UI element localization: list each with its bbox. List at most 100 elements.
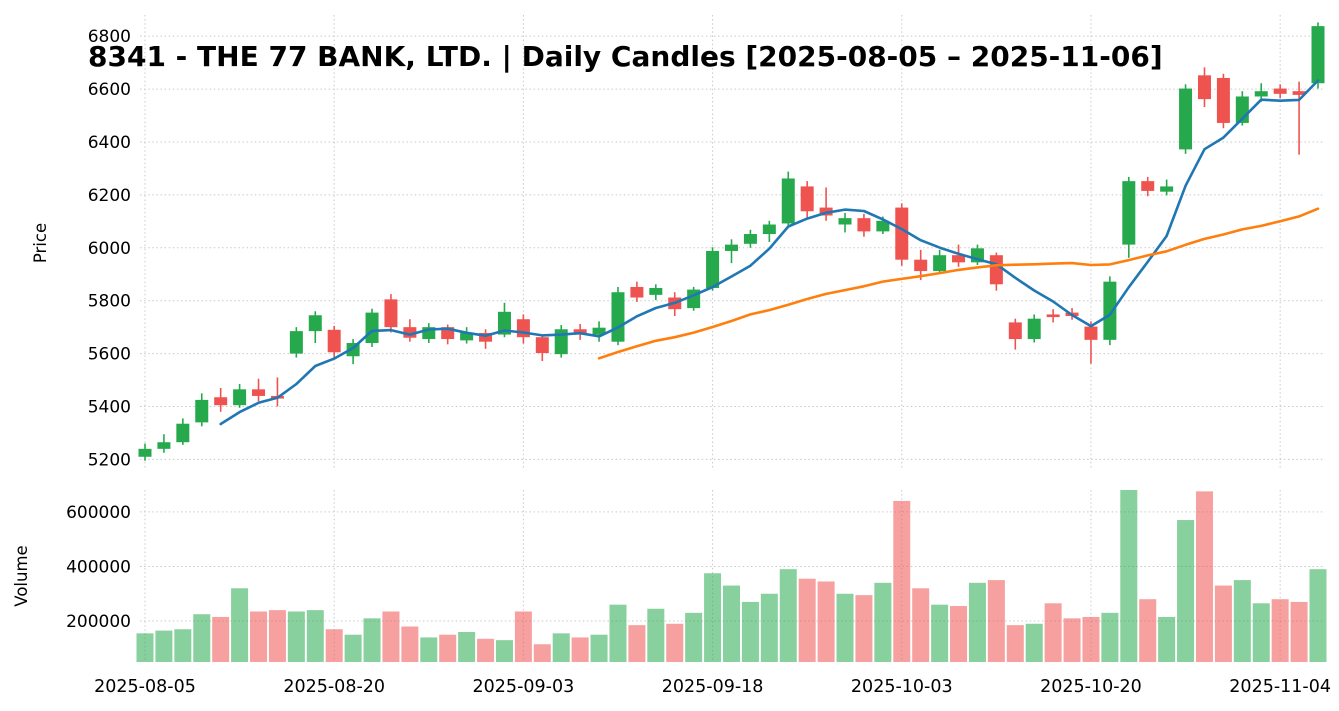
volume-bar: [609, 604, 627, 662]
candle-body: [195, 399, 209, 423]
date-tick-label: 2025-10-20: [1040, 677, 1142, 697]
candle: [706, 247, 720, 291]
volume-bar: [723, 585, 740, 662]
candle: [422, 323, 436, 344]
volume-tick-label: 400000: [66, 557, 131, 577]
volume-bar: [1120, 490, 1138, 662]
price-axis-label: Price: [31, 223, 50, 263]
candle-body: [1084, 326, 1098, 340]
candle-body: [1103, 281, 1117, 340]
candle-body: [592, 327, 606, 335]
candle: [1197, 67, 1211, 108]
volume-bar: [514, 611, 532, 662]
candle-body: [289, 331, 303, 354]
volume-tick-label: 200000: [66, 612, 131, 632]
candle: [270, 377, 284, 407]
candle: [516, 314, 530, 344]
candle-body: [327, 329, 341, 353]
volume-bar: [590, 634, 608, 662]
candle: [535, 334, 549, 362]
candle-body: [895, 207, 909, 260]
price-tick-label: 5600: [88, 345, 131, 365]
candle: [1046, 309, 1060, 323]
candle-body: [176, 423, 190, 443]
volume-axis-ticks: 200000 400000 600000: [66, 503, 131, 632]
candle: [1311, 22, 1325, 89]
volume-bar: [552, 633, 570, 662]
volume-bar: [1082, 616, 1100, 662]
candle: [1273, 84, 1287, 99]
candle-body: [989, 255, 1003, 285]
candle-body: [1141, 181, 1155, 191]
price-tick-label: 6200: [88, 186, 131, 206]
volume-bar: [1195, 491, 1213, 662]
volume-bars-group: [136, 490, 1327, 662]
volume-bar: [1252, 603, 1270, 662]
price-tick-label: 5800: [88, 292, 131, 312]
candle: [649, 284, 663, 301]
volume-bar: [477, 638, 495, 662]
candle: [1292, 81, 1306, 155]
date-tick-label: 2025-11-04: [1229, 677, 1331, 697]
candle: [1027, 314, 1041, 343]
volume-bar: [968, 582, 986, 662]
volume-bar: [325, 629, 343, 662]
candle: [1160, 179, 1174, 196]
candle: [1008, 318, 1022, 350]
price-tick-label: 6000: [88, 239, 131, 259]
candle: [403, 319, 417, 342]
volume-bar: [306, 610, 324, 662]
candle: [327, 325, 341, 358]
volume-bar: [741, 601, 759, 662]
volume-bar: [495, 640, 513, 662]
candle-body: [933, 255, 947, 272]
candle-body: [1311, 26, 1325, 84]
volume-bar: [1025, 623, 1043, 662]
candle-body: [630, 286, 644, 298]
candle-body: [781, 178, 795, 224]
volume-bar: [1063, 618, 1081, 662]
candle: [781, 171, 795, 227]
volume-bar: [685, 612, 703, 662]
candle-body: [1254, 91, 1268, 97]
volume-bar: [798, 578, 816, 662]
candle-body: [1197, 75, 1211, 100]
chart-title: 8341 - THE 77 BANK, LTD. | Daily Candles…: [88, 40, 1163, 73]
volume-bar: [1006, 625, 1024, 662]
volume-bar: [344, 634, 362, 662]
candle-body: [157, 442, 171, 449]
candle-body: [308, 315, 322, 332]
volume-bar: [439, 634, 457, 662]
candle: [762, 220, 776, 242]
candle: [384, 294, 398, 333]
volume-bar: [1101, 612, 1119, 662]
volume-bar: [704, 573, 722, 662]
volume-bar: [666, 623, 684, 662]
price-tick-label: 6400: [88, 133, 131, 153]
candle: [233, 384, 247, 408]
candle-body: [914, 259, 928, 272]
candle: [176, 418, 190, 445]
candle-body: [1160, 186, 1174, 192]
volume-bar: [1139, 599, 1157, 662]
volume-bar: [1214, 585, 1232, 662]
volume-bar: [155, 630, 173, 662]
candle: [630, 281, 644, 303]
candle-body: [1122, 181, 1136, 245]
candle-body: [1027, 318, 1041, 340]
volume-bar: [836, 593, 854, 662]
candle-body: [252, 389, 266, 396]
candle-body: [214, 397, 228, 406]
volume-bar: [1177, 520, 1195, 662]
gridlines: [140, 15, 1325, 662]
candle-body: [460, 332, 474, 341]
candle: [157, 434, 171, 453]
candle: [857, 213, 871, 237]
date-tick-label: 2025-09-18: [662, 677, 764, 697]
volume-bar: [250, 611, 268, 662]
volume-bar: [401, 626, 419, 662]
volume-bar: [950, 606, 968, 662]
candle: [479, 329, 493, 349]
price-tick-label: 5400: [88, 398, 131, 418]
